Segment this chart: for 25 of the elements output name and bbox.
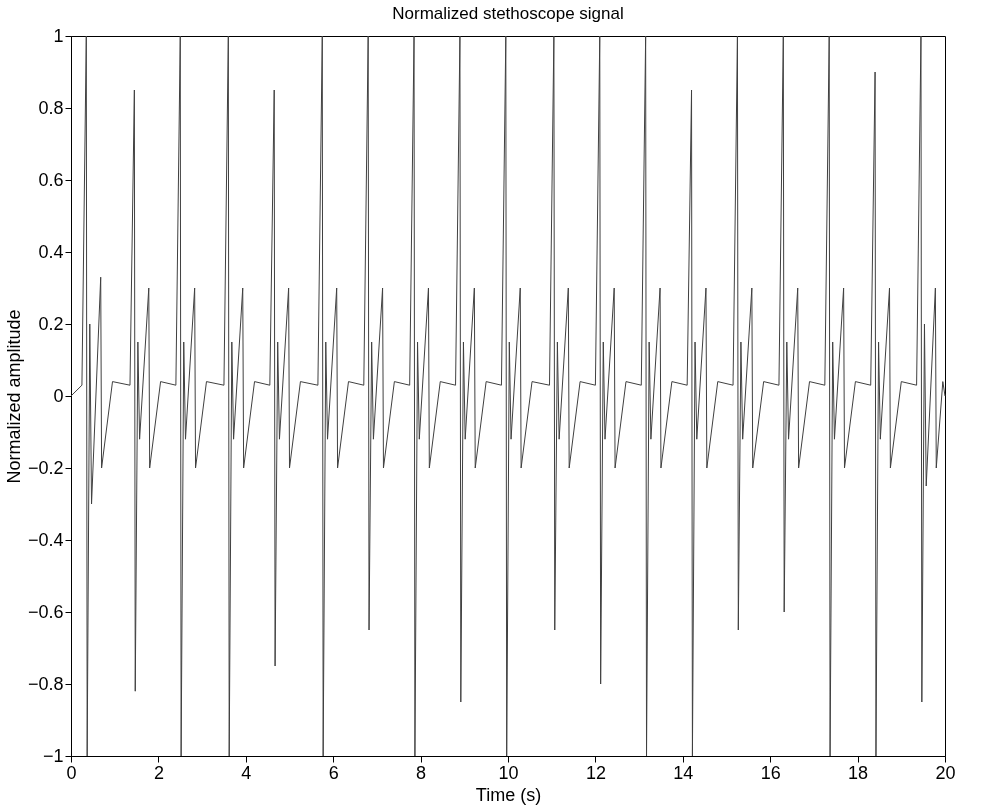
x-tick-label: 0 [66,762,77,783]
chart-title: Normalized stethoscope signal [392,4,624,23]
y-tick-label: 1 [53,25,64,46]
y-tick-label: −0.8 [27,673,64,694]
y-tick-label: −0.4 [27,529,64,550]
x-tick-label: 4 [241,762,252,783]
x-tick-label: 8 [416,762,427,783]
x-tick-label: 12 [585,762,606,783]
x-tick-label: 18 [848,762,869,783]
y-axis-title: Normalized amplitude [3,309,24,484]
y-tick-label: 0.8 [38,97,64,118]
x-axis-title: Time (s) [475,784,542,805]
y-tick-label: −0.6 [27,601,64,622]
y-tick-label: −0.2 [27,457,64,478]
y-tick-label: 0.2 [38,313,64,334]
x-tick-label: 16 [760,762,781,783]
x-tick-label: 6 [328,762,339,783]
y-tick-label: 0.6 [38,169,64,190]
x-tick-label: 14 [673,762,694,783]
y-tick-label: 0.4 [38,241,64,262]
x-tick-label: 2 [153,762,164,783]
x-tick-label: 20 [935,762,956,783]
y-tick-label: −1 [42,745,64,766]
x-tick-label: 10 [498,762,519,783]
y-tick-label: 0 [53,385,64,406]
